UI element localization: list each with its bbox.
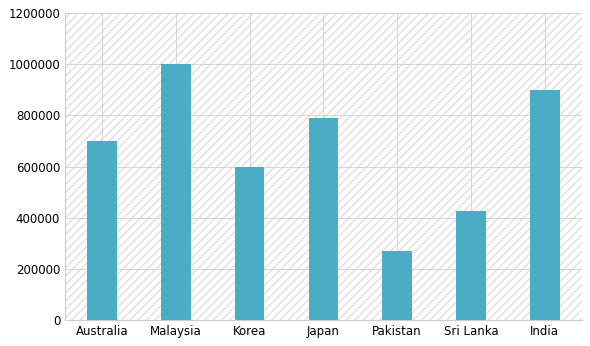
Bar	[161, 64, 191, 320]
Bar	[87, 141, 117, 320]
Bar	[235, 166, 264, 320]
Bar	[309, 118, 338, 320]
Bar	[382, 251, 412, 320]
Bar	[530, 90, 559, 320]
Bar	[65, 13, 582, 320]
Bar	[456, 211, 486, 320]
